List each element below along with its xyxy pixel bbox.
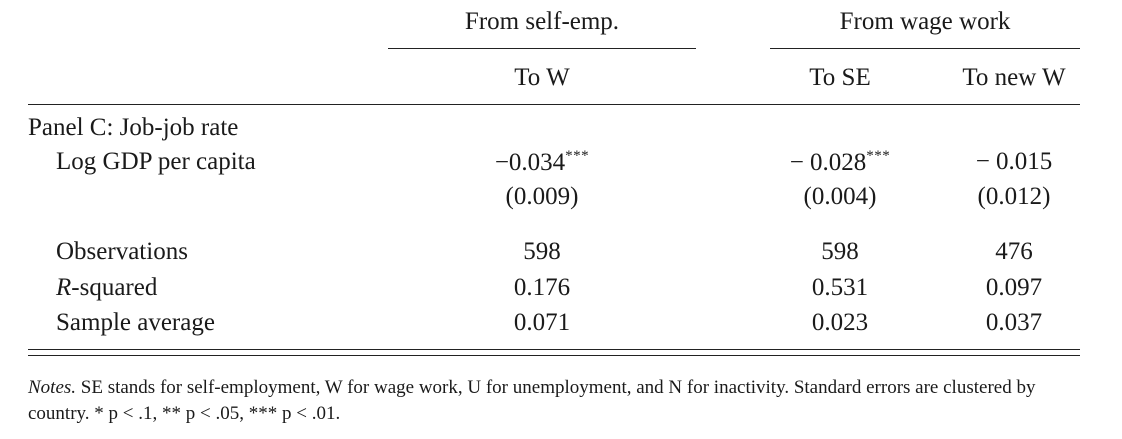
header-rule <box>28 104 1080 105</box>
coef-stars: *** <box>866 148 891 164</box>
avg-to-w: 0.071 <box>513 309 571 336</box>
coef-value: − 0.015 <box>975 148 1053 175</box>
row-label-rsquared: R-squared <box>56 274 157 302</box>
table-notes: Notes. SE stands for self-employment, W … <box>28 375 1088 427</box>
rsq-to-new-w: 0.097 <box>985 274 1043 301</box>
se-to-new-w: (0.012) <box>977 183 1051 210</box>
coef-to-w: −0.034*** <box>448 148 636 177</box>
bottom-rule-2 <box>28 355 1080 356</box>
group-rule-wage-work <box>770 48 1080 49</box>
row-label-observations: Observations <box>56 238 188 265</box>
avg-to-new-w: 0.037 <box>985 309 1043 336</box>
se-to-se: (0.004) <box>803 183 877 210</box>
coef-value: − 0.028 <box>789 149 867 176</box>
panel-label: Panel C: Job-job rate <box>28 114 239 141</box>
rsquared-label-rest: -squared <box>71 274 158 301</box>
col-header-to-se: To SE <box>809 64 871 91</box>
row-label-sample-average: Sample average <box>56 309 215 336</box>
rsquared-italic-r: R <box>56 274 72 301</box>
rsq-to-se: 0.531 <box>811 274 869 301</box>
obs-to-new-w: 476 <box>995 238 1033 265</box>
bottom-rule-1 <box>28 349 1080 350</box>
group-header-wage-work: From wage work <box>839 8 1011 35</box>
notes-text: SE stands for self-employment, W for wag… <box>28 377 1036 424</box>
avg-to-se: 0.023 <box>811 309 869 336</box>
group-rule-self-emp <box>388 48 696 49</box>
row-label-gdp: Log GDP per capita <box>56 148 256 175</box>
obs-to-w: 598 <box>523 238 561 265</box>
obs-to-se: 598 <box>821 238 859 265</box>
se-to-w: (0.009) <box>505 183 579 210</box>
coef-to-new-w: − 0.015 <box>934 148 1094 176</box>
col-header-to-new-w: To new W <box>962 64 1066 91</box>
col-header-to-w: To W <box>514 64 570 91</box>
coef-stars: *** <box>565 148 590 164</box>
coef-to-se: − 0.028*** <box>760 148 920 177</box>
group-header-self-emp: From self-emp. <box>464 8 620 35</box>
coef-value: −0.034 <box>494 149 566 176</box>
notes-lead: Notes. <box>28 377 77 398</box>
rsq-to-w: 0.176 <box>513 274 571 301</box>
